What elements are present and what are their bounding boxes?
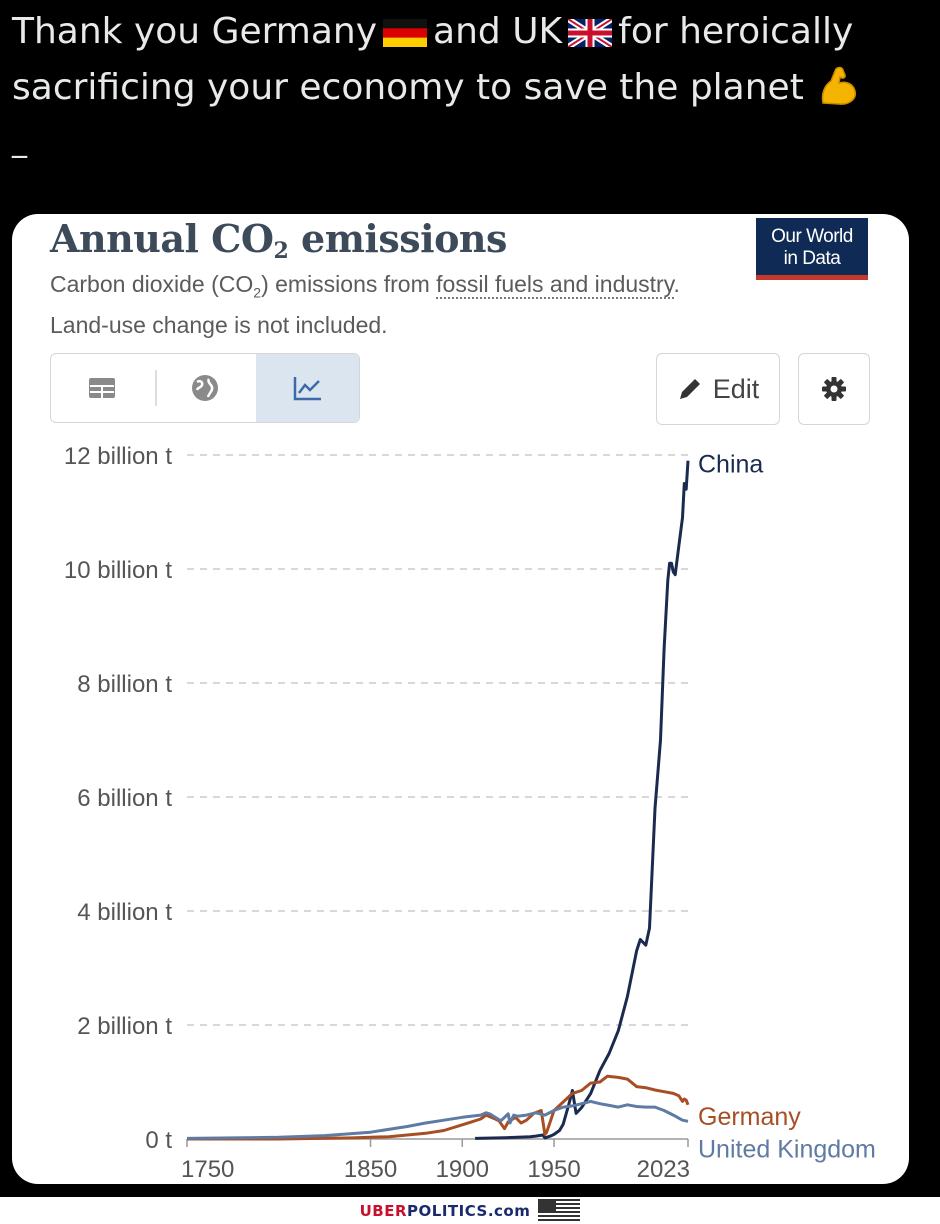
settings-button[interactable] bbox=[798, 353, 870, 425]
fossil-fuels-link[interactable]: fossil fuels and industry bbox=[436, 271, 674, 299]
co2-line-chart: 0 t 2 billion t 4 billion t 6 billion t 8 bi… bbox=[64, 443, 876, 1183]
owid-logo[interactable]: Our World in Data bbox=[756, 218, 868, 280]
uk-flag-icon bbox=[568, 19, 613, 47]
x-tick-label: 1900 bbox=[436, 1156, 489, 1183]
series-label-united-kingdom: United Kingdom bbox=[698, 1135, 876, 1163]
edit-button[interactable]: Edit bbox=[656, 353, 780, 425]
gear-icon bbox=[822, 377, 846, 401]
x-tick-label: 1950 bbox=[527, 1156, 580, 1183]
y-tick-label: 0 t bbox=[145, 1127, 172, 1154]
footer-brand: UBERPOLITICS.com bbox=[359, 1201, 531, 1220]
x-tick-label: 1750 bbox=[181, 1156, 234, 1183]
line-chart-icon bbox=[293, 377, 321, 401]
y-tick-label: 8 billion t bbox=[77, 671, 172, 698]
chart-title: Annual CO2 emissions bbox=[50, 216, 507, 264]
flexed-bicep-icon bbox=[822, 66, 857, 105]
tab-chart[interactable] bbox=[256, 354, 359, 422]
series-line-united-kingdom bbox=[186, 1099, 689, 1140]
post-dash: _ bbox=[12, 124, 27, 159]
germany-flag-icon bbox=[383, 19, 428, 47]
tab-map[interactable] bbox=[154, 354, 257, 422]
series-label-china: China bbox=[698, 451, 763, 479]
post-line2: sacrificing your economy to save the pla… bbox=[12, 67, 804, 108]
y-tick-label: 6 billion t bbox=[77, 785, 172, 812]
pencil-icon bbox=[679, 379, 700, 399]
post-line1-a: Thank you Germany bbox=[12, 11, 378, 52]
y-tick-label: 10 billion t bbox=[64, 557, 172, 584]
tab-table[interactable] bbox=[51, 354, 154, 422]
series-line-germany bbox=[187, 1074, 690, 1141]
x-tick-label: 1850 bbox=[344, 1156, 397, 1183]
tab-divider bbox=[155, 370, 157, 406]
post-line1-b: and UK bbox=[433, 11, 563, 52]
y-tick-label: 2 billion t bbox=[77, 1013, 172, 1040]
post-line1-c: for heroically bbox=[618, 11, 854, 52]
globe-icon bbox=[192, 375, 218, 401]
y-tick-label: 12 billion t bbox=[64, 443, 172, 470]
post-text: Thank you Germany and UK for heroically sa… bbox=[12, 4, 912, 116]
view-tabs bbox=[50, 353, 360, 423]
table-icon bbox=[89, 378, 116, 398]
footer-watermark: UBERPOLITICS.com bbox=[0, 1197, 940, 1224]
series-label-germany: Germany bbox=[698, 1103, 801, 1131]
series-line-china bbox=[475, 460, 690, 1140]
edit-label: Edit bbox=[712, 373, 760, 404]
chart-card: Annual CO2 emissions Our World in Data C… bbox=[12, 214, 909, 1184]
x-tick-label: 2023 bbox=[637, 1156, 690, 1183]
us-flag-icon bbox=[538, 1198, 581, 1223]
chart-subtitle: Carbon dioxide (CO2) emissions from foss… bbox=[50, 271, 680, 338]
y-tick-label: 4 billion t bbox=[77, 899, 172, 926]
